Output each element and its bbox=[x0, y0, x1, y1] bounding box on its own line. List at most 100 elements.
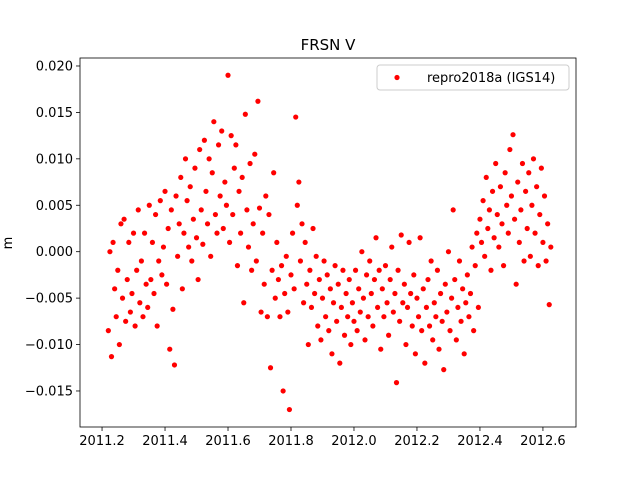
data-point bbox=[401, 281, 407, 287]
data-point bbox=[197, 146, 203, 153]
data-point bbox=[332, 263, 338, 269]
data-point bbox=[282, 290, 288, 297]
data-point bbox=[469, 244, 475, 250]
data-point bbox=[513, 281, 519, 287]
data-point bbox=[412, 351, 418, 357]
data-point bbox=[300, 300, 307, 306]
data-point bbox=[496, 244, 502, 250]
data-point bbox=[485, 225, 491, 232]
data-point bbox=[321, 258, 327, 264]
data-point bbox=[417, 235, 423, 241]
data-point bbox=[160, 244, 167, 250]
data-point bbox=[118, 221, 124, 227]
data-point bbox=[253, 258, 259, 264]
data-point bbox=[132, 323, 138, 329]
data-point bbox=[285, 309, 291, 315]
data-point bbox=[108, 354, 115, 360]
data-point bbox=[497, 184, 504, 190]
data-point bbox=[110, 239, 116, 246]
data-point bbox=[398, 232, 404, 238]
data-point bbox=[360, 295, 367, 301]
data-point bbox=[138, 258, 145, 264]
data-point bbox=[293, 114, 299, 120]
data-point bbox=[455, 304, 461, 311]
data-point bbox=[393, 380, 400, 386]
data-point bbox=[211, 119, 217, 125]
data-point bbox=[315, 323, 321, 329]
data-point bbox=[214, 230, 220, 236]
data-point bbox=[135, 207, 141, 213]
data-point bbox=[548, 244, 554, 250]
data-point bbox=[535, 263, 541, 269]
data-point bbox=[113, 314, 119, 320]
data-point bbox=[313, 253, 319, 259]
data-point bbox=[184, 198, 190, 204]
data-point bbox=[371, 276, 378, 283]
data-point bbox=[256, 205, 263, 211]
data-point bbox=[365, 314, 371, 320]
data-point bbox=[266, 211, 272, 218]
data-point bbox=[411, 272, 417, 278]
data-point bbox=[415, 314, 422, 320]
data-point bbox=[370, 323, 376, 329]
data-point bbox=[337, 360, 343, 366]
data-point bbox=[112, 286, 118, 292]
data-point bbox=[283, 253, 289, 259]
data-point bbox=[376, 267, 382, 273]
data-point bbox=[189, 258, 195, 264]
data-point bbox=[220, 225, 226, 232]
data-point bbox=[116, 341, 122, 348]
data-point bbox=[201, 137, 207, 143]
data-point bbox=[258, 309, 264, 315]
data-point bbox=[414, 295, 420, 301]
data-point bbox=[442, 281, 448, 287]
data-point bbox=[464, 272, 470, 278]
data-point bbox=[354, 328, 360, 334]
data-point bbox=[387, 276, 393, 283]
data-point bbox=[228, 133, 234, 139]
data-point bbox=[175, 253, 181, 259]
data-point bbox=[289, 230, 296, 236]
data-point bbox=[409, 323, 415, 329]
data-point bbox=[193, 235, 200, 241]
data-point bbox=[134, 267, 140, 273]
data-point bbox=[489, 188, 496, 194]
y-tick-label: 0.010 bbox=[36, 152, 73, 167]
data-point bbox=[434, 267, 441, 273]
data-point bbox=[302, 239, 308, 246]
data-point bbox=[502, 170, 508, 176]
data-point bbox=[264, 314, 270, 320]
data-point bbox=[471, 328, 477, 334]
data-point bbox=[523, 188, 529, 194]
data-point bbox=[400, 300, 406, 306]
data-point bbox=[115, 267, 121, 273]
data-point bbox=[521, 258, 527, 264]
data-point bbox=[540, 239, 546, 246]
data-point bbox=[274, 239, 280, 246]
data-point bbox=[488, 267, 494, 273]
data-point bbox=[316, 276, 322, 283]
data-point bbox=[477, 216, 483, 222]
data-point bbox=[352, 267, 359, 273]
data-point bbox=[423, 304, 430, 311]
data-point bbox=[143, 281, 149, 287]
data-point bbox=[439, 318, 445, 324]
data-point bbox=[375, 304, 381, 311]
data-point bbox=[222, 179, 228, 185]
data-point bbox=[129, 290, 135, 297]
y-tick-label: 0.005 bbox=[36, 199, 73, 214]
x-tick-label: 2011.6 bbox=[205, 434, 251, 449]
data-point bbox=[425, 276, 431, 283]
data-point bbox=[121, 216, 127, 222]
data-point bbox=[518, 207, 524, 213]
data-point bbox=[260, 230, 266, 236]
data-point bbox=[472, 263, 478, 269]
data-point bbox=[343, 290, 349, 297]
data-point bbox=[263, 193, 269, 199]
data-point bbox=[195, 276, 201, 283]
data-point bbox=[107, 249, 113, 255]
data-point bbox=[126, 239, 132, 246]
data-point bbox=[208, 253, 214, 259]
data-point bbox=[231, 165, 237, 171]
data-point bbox=[491, 235, 497, 241]
